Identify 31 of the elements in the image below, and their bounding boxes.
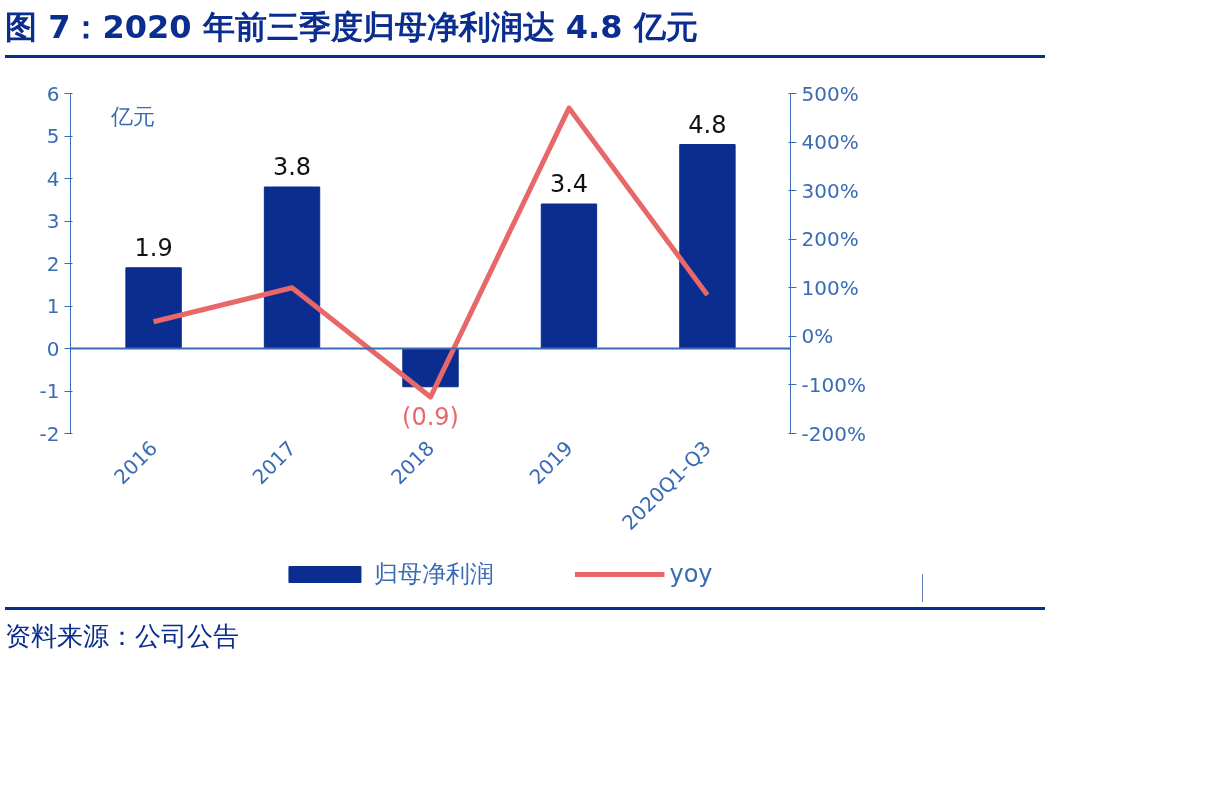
y-tick-label: 1: [46, 293, 60, 318]
y2-tick-label: 100%: [801, 275, 859, 300]
y-tick-label: 0: [46, 336, 60, 361]
bar: [540, 203, 598, 349]
y-tick-label: 5: [46, 123, 60, 148]
y2-tick-label: 500%: [801, 81, 859, 106]
bar: [125, 266, 182, 349]
y-tick-label: -2: [39, 421, 60, 446]
y-tick-label: 2: [46, 251, 60, 276]
text: 资料来源：公司公告: [5, 619, 239, 653]
chart-title: 图 7：2020 年前三季度归母净利润达 4.8 亿元: [5, 7, 698, 48]
data-label: 3.4: [549, 169, 589, 198]
y2-tick-label: -100%: [801, 372, 866, 397]
legend-label: 归母净利润: [374, 558, 495, 590]
legend-label: yoy: [669, 558, 713, 589]
data-label: 1.9: [134, 233, 173, 262]
y-tick-label: 6: [46, 81, 60, 106]
y2-tick-label: 200%: [801, 226, 859, 251]
y-axis-title: 亿元: [109, 103, 155, 129]
data-label: (0.9): [402, 402, 459, 431]
bar: [263, 186, 321, 349]
data-label: 4.8: [688, 110, 727, 139]
bar: [679, 143, 736, 349]
data-label: 3.8: [272, 152, 312, 181]
y-tick-label: 3: [46, 208, 60, 233]
y2-tick-label: 0%: [801, 324, 834, 349]
y-tick-label: 4: [46, 166, 60, 191]
y2-tick-label: -200%: [801, 421, 866, 446]
y2-tick-label: 400%: [801, 129, 859, 154]
y-tick-label: -1: [39, 378, 60, 403]
y2-tick-label: 300%: [801, 178, 859, 203]
